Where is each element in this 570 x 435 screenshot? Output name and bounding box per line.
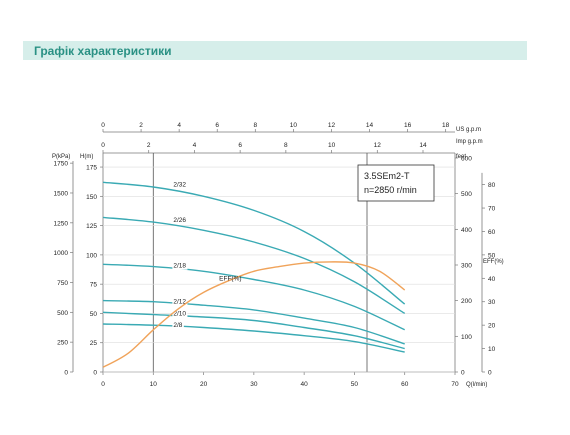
kpa-tick-label: 1750 [54, 161, 69, 168]
series-label: 2/10 [173, 311, 186, 318]
imp-gpm-tick-label: 6 [238, 142, 242, 149]
feet-axis-label: feet [456, 154, 466, 160]
head-tick-label: 25 [90, 340, 98, 347]
series-line-eff [102, 261, 406, 368]
series-label-bg [172, 310, 188, 318]
head-axis-label: H(m) [80, 154, 93, 160]
head-tick-label: 75 [90, 282, 98, 289]
series-label: 2/18 [173, 263, 186, 270]
x-tick-label: 60 [401, 381, 409, 388]
series-label-bg [172, 216, 188, 224]
x-tick-label: 50 [351, 381, 359, 388]
info-box-speed: n=2850 r/min [364, 185, 417, 195]
us-gpm-tick-label: 2 [139, 122, 143, 129]
x-tick-label: 20 [200, 381, 208, 388]
kpa-tick-label: 500 [57, 310, 68, 317]
head-tick-label: 100 [86, 252, 97, 259]
head-tick-label: 125 [86, 223, 97, 230]
info-box-model: 3.5SEm2-T [364, 171, 410, 181]
kpa-tick-label: 250 [57, 340, 68, 347]
us-gpm-tick-label: 10 [290, 122, 298, 129]
imp-gpm-tick-label: 10 [328, 142, 336, 149]
us-gpm-tick-label: 14 [366, 122, 374, 129]
imp-gpm-tick-label: 2 [147, 142, 151, 149]
us-gpm-tick-label: 12 [328, 122, 336, 129]
series-line [102, 299, 405, 345]
imp-gpm-tick-label: 4 [193, 142, 197, 149]
x-axis-label: Q(l/min) [466, 382, 487, 388]
x-tick-label: 0 [101, 381, 105, 388]
eff-tick-label: 50 [488, 252, 496, 259]
eff-tick-label: 30 [488, 299, 496, 306]
kpa-axis-label: P(kPa) [52, 154, 70, 160]
eff-tick-label: 40 [488, 276, 496, 283]
eff-tick-label: 20 [488, 323, 496, 330]
series-label-bg [172, 181, 188, 189]
kpa-tick-label: 1000 [54, 250, 69, 257]
feet-tick-label: 300 [461, 262, 472, 269]
imp-gpm-tick-label: 12 [374, 142, 382, 149]
page-title: Графік характеристики [34, 44, 172, 58]
eff-tick-label: 10 [488, 346, 496, 353]
series-label: 2/8 [173, 322, 182, 329]
eff-tick-label: 80 [488, 182, 496, 189]
series-label: 2/12 [173, 299, 186, 306]
x-tick-label: 10 [150, 381, 158, 388]
kpa-tick-label: 750 [57, 280, 68, 287]
eff-tick-label: 60 [488, 229, 496, 236]
feet-tick-label: 500 [461, 191, 472, 198]
imp-gpm-tick-label: 0 [101, 142, 105, 149]
series-label: 2/26 [173, 217, 186, 224]
head-tick-label: 50 [90, 311, 98, 318]
feet-tick-label: 100 [461, 334, 472, 341]
head-tick-label: 0 [93, 370, 97, 377]
imp-gpm-tick-label: 8 [284, 142, 288, 149]
head-tick-label: 175 [86, 165, 97, 172]
kpa-tick-label: 1250 [54, 220, 69, 227]
series-label-bg [172, 321, 184, 329]
us-gpm-axis-label: US g.p.m [456, 127, 481, 133]
imp-gpm-axis-label: Imp g.p.m [456, 139, 483, 145]
series-line [102, 311, 405, 350]
feet-tick-label: 600 [461, 155, 472, 162]
series-label-bg [172, 298, 188, 306]
us-gpm-tick-label: 18 [442, 122, 450, 129]
series-label: 2/32 [173, 182, 186, 189]
series-line [102, 323, 405, 353]
x-tick-label: 30 [250, 381, 258, 388]
x-tick-label: 40 [301, 381, 309, 388]
series-line [102, 263, 405, 331]
series-line [102, 216, 406, 314]
series-label-bg [172, 262, 188, 270]
feet-tick-label: 400 [461, 227, 472, 234]
kpa-tick-label: 1500 [54, 190, 69, 197]
head-tick-label: 150 [86, 194, 97, 201]
feet-tick-label: 200 [461, 298, 472, 305]
feet-tick-label: 0 [461, 370, 465, 377]
header-bar [23, 41, 527, 60]
info-box [357, 164, 435, 202]
eff-tick-label: 70 [488, 206, 496, 213]
us-gpm-tick-label: 8 [253, 122, 257, 129]
kpa-tick-label: 0 [64, 370, 68, 377]
us-gpm-tick-label: 6 [215, 122, 219, 129]
us-gpm-tick-label: 4 [177, 122, 181, 129]
eff-axis-label: EFF(%) [483, 259, 504, 265]
eff-tick-label: 0 [488, 370, 492, 377]
imp-gpm-tick-label: 14 [419, 142, 427, 149]
x-tick-label: 70 [451, 381, 459, 388]
series-label: EFF(%) [219, 276, 241, 283]
us-gpm-tick-label: 16 [404, 122, 412, 129]
us-gpm-tick-label: 0 [101, 122, 105, 129]
